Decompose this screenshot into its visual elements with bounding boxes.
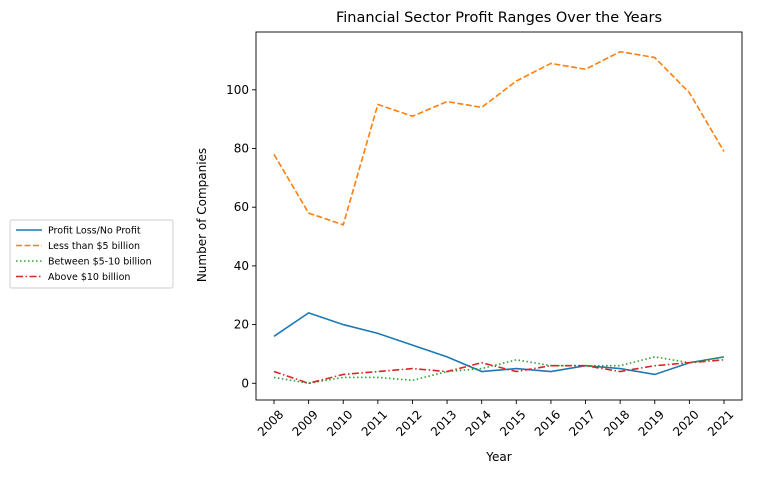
plot-area: 2008 2009 2010 2011 2012 2013 2014 2015 2016 2017… bbox=[226, 31, 743, 439]
x-tick-label: 2016 bbox=[532, 407, 563, 438]
x-tick-label: 2009 bbox=[289, 407, 320, 438]
y-tick-label: 80 bbox=[234, 142, 249, 156]
x-axis-label: Year bbox=[485, 450, 511, 464]
y-tick-label: 0 bbox=[241, 376, 249, 390]
legend: Profit Loss/No Profit Less than $5 billio… bbox=[9, 219, 174, 289]
x-tick-label: 2017 bbox=[566, 407, 597, 438]
x-tick-label: 2008 bbox=[255, 407, 286, 438]
x-tick-label: 2013 bbox=[428, 407, 459, 438]
legend-label-2: Less than $5 billion bbox=[48, 241, 140, 252]
x-tick-label: 2020 bbox=[670, 407, 701, 438]
x-tick-label: 2015 bbox=[497, 407, 528, 438]
y-tick-label: 100 bbox=[226, 83, 249, 97]
legend-label-1: Profit Loss/No Profit bbox=[48, 226, 141, 237]
legend-box bbox=[9, 219, 174, 289]
legend-label-3: Between $5-10 billion bbox=[48, 257, 152, 268]
legend-label-4: Above $10 billion bbox=[48, 272, 130, 283]
x-tick-label: 2011 bbox=[359, 407, 390, 438]
chart-title: Financial Sector Profit Ranges Over the … bbox=[336, 10, 662, 26]
x-tick-label: 2014 bbox=[463, 407, 494, 438]
series-line-1 bbox=[273, 311, 725, 376]
y-tick-label: 20 bbox=[234, 318, 249, 332]
series-line-2 bbox=[273, 50, 725, 226]
x-tick-label: 2012 bbox=[393, 407, 424, 438]
y-axis-label: Number of Companies bbox=[195, 148, 209, 282]
x-tick-label: 2021 bbox=[705, 407, 736, 438]
y-tick-label: 40 bbox=[234, 259, 249, 273]
y-tick-label: 60 bbox=[234, 200, 249, 214]
x-tick-label: 2018 bbox=[601, 407, 632, 438]
x-tick-label: 2019 bbox=[636, 407, 667, 438]
plot-frame bbox=[255, 31, 743, 401]
x-tick-label: 2010 bbox=[324, 407, 355, 438]
series-line-4 bbox=[273, 359, 725, 385]
